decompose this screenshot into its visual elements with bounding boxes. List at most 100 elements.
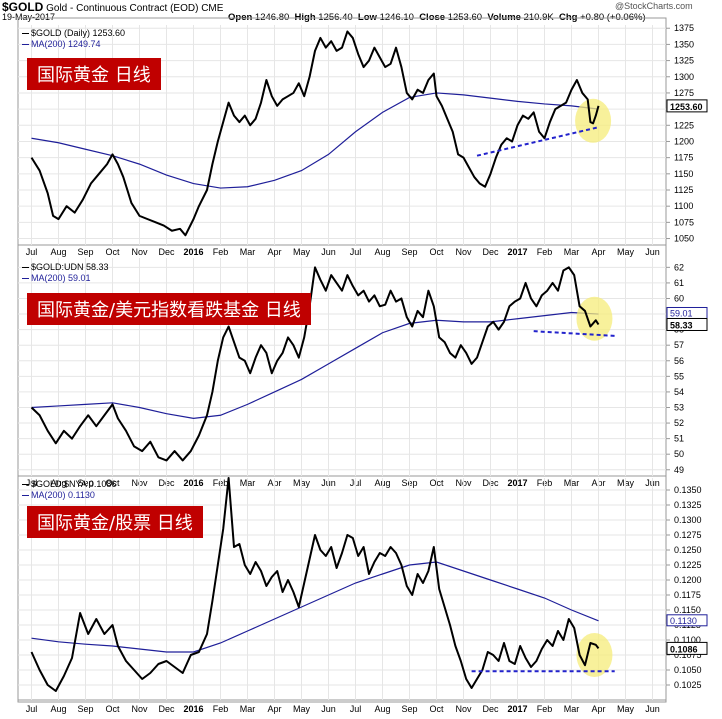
panel-0-last-value-box [666, 99, 708, 113]
panel-1-ytick-label-13: 62 [674, 262, 684, 272]
panel-1-ytick-label-12: 61 [674, 278, 684, 288]
watermark: @StockCharts.com [615, 1, 693, 11]
legend-price-2: $GOLD:$NYA 0.1086 [22, 479, 116, 489]
panel-0-xtick-label-22: May [617, 247, 635, 257]
panel-0-ytick-label-11: 1325 [674, 56, 694, 66]
legend-price-1-text: $GOLD:UDN 58.33 [31, 262, 109, 272]
panel-2-xtick-label-0: Jul [26, 704, 38, 714]
panel-2-xtick-label-15: Oct [429, 704, 444, 714]
panel-title-0: 国际黄金 日线 [27, 58, 161, 90]
panel-2-xtick-label-23: Jun [645, 704, 660, 714]
panel-2-ytick-label-12: 0.1325 [674, 500, 702, 510]
legend-price-1: $GOLD:UDN 58.33 [22, 262, 109, 272]
panel-2-xtick-label-9: Apr [267, 704, 281, 714]
panel-0-xtick-label-1: Aug [50, 247, 66, 257]
legend-ma-1: MA(200) 59.01 [22, 273, 91, 283]
panel-2-ma-value-label: 0.1130 [670, 616, 697, 626]
panel-0-ytick-label-7: 1225 [674, 120, 694, 130]
panel-1-ytick-label-2: 51 [674, 434, 684, 444]
legend-price-0-text: $GOLD (Daily) 1253.60 [31, 28, 126, 38]
panel-2-xtick-label-18: 2017 [507, 704, 527, 714]
panel-0-ytick-label-9: 1275 [674, 88, 694, 98]
panel-2-xtick-label-4: Nov [131, 704, 148, 714]
panel-2-xtick-label-6: 2016 [183, 704, 203, 714]
panel-2-ma-line [31, 561, 599, 653]
legend-ma-2: MA(200) 0.1130 [22, 490, 95, 500]
panel-2-ytick-label-5: 0.1150 [674, 605, 701, 615]
panel-0-ytick-label-3: 1125 [674, 185, 693, 195]
panel-0-last-value-label: 1253.60 [670, 102, 703, 112]
panel-0-ytick-label-2: 1100 [674, 201, 693, 211]
panel-0-xtick-label-5: Dec [158, 247, 175, 257]
panel-2-xtick-label-7: Feb [213, 704, 229, 714]
chart-header-left: $GOLD Gold - Continuous Contract (EOD) C… [2, 0, 223, 14]
panel-1-ytick-label-6: 55 [674, 371, 684, 381]
panel-0-xtick-label-12: Jul [350, 247, 362, 257]
panel-0-xtick-label-9: Apr [267, 247, 281, 257]
panel-1-ytick-label-11: 60 [674, 293, 684, 303]
legend-ma-0: MA(200) 1249.74 [22, 39, 101, 49]
panel-0-xtick-label-16: Nov [455, 247, 472, 257]
panel-title-1: 国际黄金/美元指数看跌基金 日线 [27, 293, 311, 325]
panel-0-xtick-label-2: Sep [77, 247, 93, 257]
panel-0-ytick-label-4: 1150 [674, 169, 693, 179]
panel-0-price-line [30, 30, 600, 237]
panel-2-xtick-label-13: Aug [374, 704, 390, 714]
panel-2-ytick-label-3: 0.1100 [674, 635, 701, 645]
panel-0-xtick-label-4: Nov [131, 247, 148, 257]
panel-0-ytick-label-0: 1050 [674, 234, 694, 244]
panel-2-xtick-label-8: Mar [240, 704, 256, 714]
panel-1-price-line [30, 266, 600, 462]
panel-2-ytick-label-10: 0.1275 [674, 530, 702, 540]
panel-2-ytick-label-6: 0.1175 [674, 590, 701, 600]
panel-0-xtick-label-21: Apr [591, 247, 605, 257]
panel-0-xtick-label-20: Mar [564, 247, 580, 257]
panel-2-xtick-label-11: Jun [321, 704, 336, 714]
panel-1-ma-line [31, 311, 599, 419]
panel-1-ytick-label-5: 54 [674, 387, 684, 397]
panel-2-xtick-label-10: May [293, 704, 311, 714]
panel-0-xtick-label-3: Oct [105, 247, 120, 257]
panel-1-ytick-label-3: 52 [674, 418, 684, 428]
instrument-name: Gold - Continuous Contract (EOD) [46, 3, 199, 14]
exchange-label: CME [201, 3, 224, 14]
panel-0-xtick-label-18: 2017 [507, 247, 527, 257]
panel-2-xtick-label-21: Apr [591, 704, 605, 714]
panel-0-xtick-label-0: Jul [26, 247, 38, 257]
panel-1-ytick-label-8: 57 [674, 340, 684, 350]
panel-title-2: 国际黄金/股票 日线 [27, 506, 203, 538]
panel-0-ytick-label-10: 1300 [674, 72, 694, 82]
panel-0-ytick-label-13: 1375 [674, 23, 694, 33]
panel-2-xtick-label-17: Dec [482, 704, 499, 714]
panel-1-last-value-label: 58.33 [670, 320, 693, 330]
legend-price-0: $GOLD (Daily) 1253.60 [22, 28, 125, 38]
panel-0-xtick-label-15: Oct [429, 247, 444, 257]
panel-2-ytick-label-7: 0.1200 [674, 575, 702, 585]
chart-frame [17, 17, 667, 703]
panel-0-xtick-label-6: 2016 [183, 247, 203, 257]
panel-2-xtick-label-1: Aug [50, 704, 66, 714]
panel-1-ytick-label-1: 50 [674, 449, 684, 459]
panel-2-xtick-label-20: Mar [564, 704, 580, 714]
panel-2-ytick-label-13: 0.1350 [674, 485, 702, 495]
panel-1-ytick-label-4: 53 [674, 402, 684, 412]
panel-2-price-line [30, 477, 600, 692]
panel-2-ytick-label-1: 0.1050 [674, 665, 702, 675]
panel-0-xtick-label-7: Feb [213, 247, 229, 257]
panel-0-xtick-label-10: May [293, 247, 311, 257]
panel-2-xtick-label-22: May [617, 704, 635, 714]
panel-2-last-value-label: 0.1086 [670, 644, 698, 654]
panel-2-ma-value-box [666, 614, 708, 627]
panel-0-xtick-label-13: Aug [374, 247, 390, 257]
panel-1-ma-value-label: 59.01 [670, 308, 693, 318]
legend-ma-2-text: MA(200) 0.1130 [31, 490, 95, 500]
panel-2-xtick-label-14: Sep [401, 704, 417, 714]
date-label: 19-May-2017 [2, 12, 56, 22]
panel-2-xtick-label-19: Feb [537, 704, 553, 714]
panel-2-xtick-label-16: Nov [455, 704, 472, 714]
panel-0-ma-line [31, 92, 599, 189]
panel-2-ytick-label-9: 0.1250 [674, 545, 702, 555]
panel-0-xtick-label-11: Jun [321, 247, 336, 257]
